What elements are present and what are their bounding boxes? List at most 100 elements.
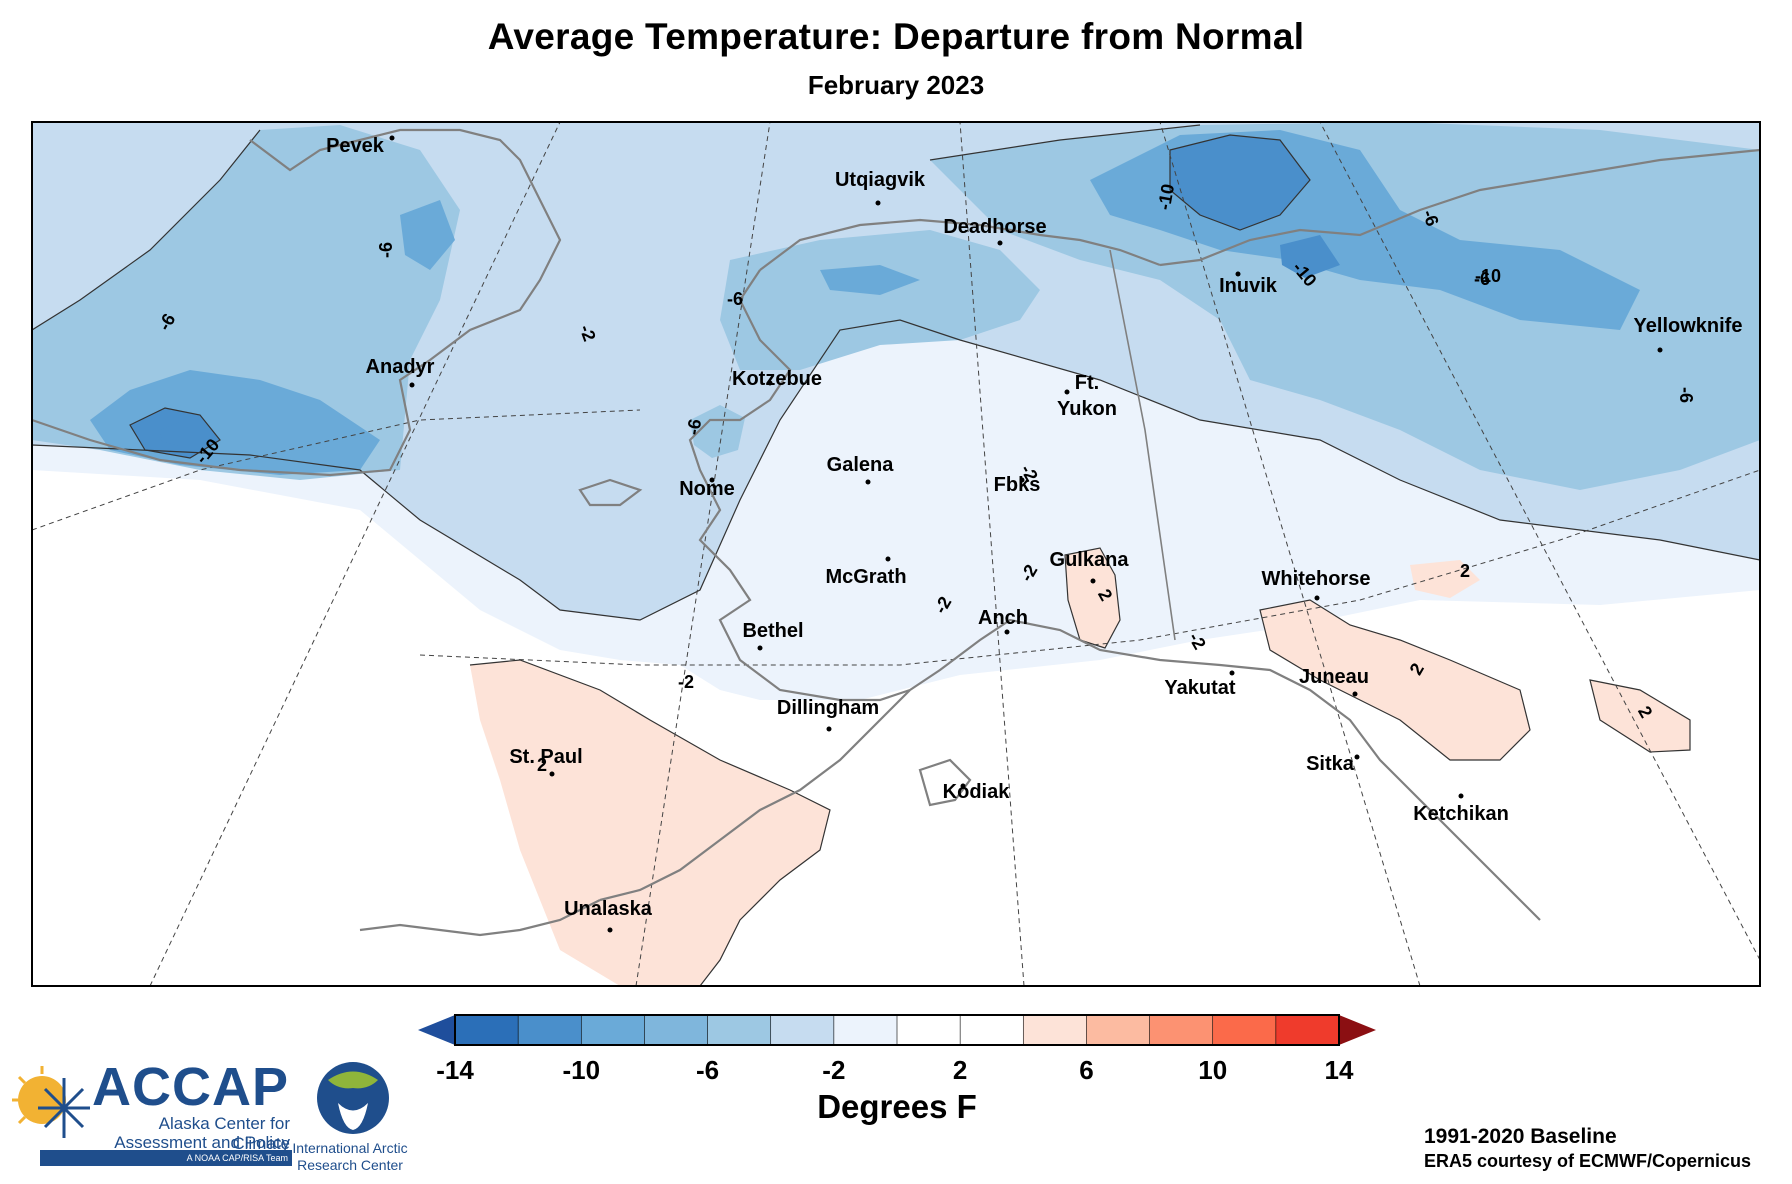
city-dot [826, 726, 832, 732]
colorbar-swatch [1022, 1014, 1088, 1046]
colorbar-swatch [1149, 1014, 1214, 1046]
city-label: St. Paul [509, 746, 582, 768]
city-label: Juneau [1299, 666, 1369, 688]
city-label: Yakutat [1164, 677, 1235, 699]
coastline-alaska-south [909, 618, 1541, 921]
accap-line1: Alaska Center for Climate [158, 1114, 290, 1153]
graticule [32, 122, 1760, 986]
city-dot [875, 200, 881, 206]
colorbar-swatch [1212, 1014, 1277, 1046]
colorbar-swatch [707, 1014, 772, 1046]
city-label: Yukon [1057, 398, 1117, 420]
iarc-line2: Research Center [297, 1157, 403, 1173]
city-dot [1354, 754, 1360, 760]
graticule-line [419, 469, 1760, 666]
anomaly-band--10-west2 [160, 422, 192, 446]
coastlines [32, 128, 1760, 937]
graticule-line [635, 122, 771, 986]
city-dot [1657, 347, 1663, 353]
contour-line [1259, 599, 1531, 761]
contour-line [1169, 134, 1311, 231]
city-label: Bethel [742, 620, 803, 642]
city-label: Inuvik [1219, 275, 1278, 297]
graticule-line [32, 409, 641, 531]
city-label: Deadhorse [943, 216, 1046, 238]
contour-label: -6 [1419, 207, 1443, 229]
colorbar-tick: 10 [1198, 1055, 1227, 1085]
contour-label: -2 [678, 672, 694, 692]
city-label: Unalaska [564, 898, 653, 920]
graticule-line [149, 122, 561, 986]
anomaly-band-2-whitehorse [1410, 560, 1480, 598]
city-label: Sitka [1306, 753, 1355, 775]
contour-lines [32, 124, 1760, 986]
city-dot [1229, 670, 1235, 676]
colorbar-swatch [1275, 1014, 1340, 1046]
border-alaska-canada [1109, 249, 1176, 641]
anomaly-band--10-east [1170, 135, 1310, 230]
anomaly-band-2-gulkana [1065, 548, 1120, 648]
city-labels: Pevek Anadyr Utqiagvik Deadhorse Inuvik Yello… [326, 135, 1742, 933]
city-label: Gulkana [1050, 549, 1130, 571]
city-dot [885, 556, 891, 562]
colorbar-tick: 2 [953, 1055, 967, 1085]
city-dot [1090, 578, 1096, 584]
city-dot [1019, 477, 1025, 483]
city-dot [709, 477, 715, 483]
colorbar-high-arrow [1339, 1015, 1376, 1045]
city-dot [767, 380, 773, 386]
contour-label: -10 [1475, 266, 1501, 286]
contour-label: -6 [1676, 387, 1696, 403]
baseline-note: 1991-2020 Baseline [1424, 1125, 1617, 1148]
contour-line [1064, 547, 1121, 649]
city-label: Anch [978, 607, 1028, 629]
city-dot [1004, 629, 1010, 635]
colorbar-swatch [454, 1014, 519, 1046]
graticule-line [1319, 122, 1760, 961]
map-subtitle: February 2023 [807, 70, 985, 100]
anomaly-band--10-east2 [1280, 235, 1340, 278]
city-dot [1314, 595, 1320, 601]
city-dot [1352, 691, 1358, 697]
contour-line [929, 124, 1201, 161]
city-label: Fbks [994, 474, 1041, 496]
colorbar-tick: -10 [562, 1055, 600, 1085]
coastline-st-lawrence [578, 478, 643, 507]
city-label: Kodiak [943, 781, 1011, 803]
anomaly-band--8-chukotka [400, 200, 455, 270]
city-label: Whitehorse [1262, 568, 1371, 590]
city-dot [865, 479, 871, 485]
colorbar-swatch [896, 1014, 961, 1046]
contour-label: -6 [727, 289, 743, 309]
map-frame [31, 121, 1761, 987]
contour-label: -6 [683, 417, 705, 436]
anomaly-band--8-north [820, 265, 920, 295]
city-dot [997, 240, 1003, 246]
colorbar-swatch [770, 1014, 835, 1046]
city-label: Dillingham [777, 697, 879, 719]
city-dot [1235, 271, 1241, 277]
coastline-alaska-west [688, 269, 911, 702]
colorbar-low-arrow [418, 1015, 455, 1045]
contour-line [1589, 679, 1691, 753]
anomaly-band--6-nome [690, 405, 745, 458]
contour-label: -10 [1154, 182, 1178, 211]
iarc-line1: International Arctic [292, 1140, 408, 1156]
city-dot [1458, 793, 1464, 799]
city-label: Yellowknife [1634, 315, 1743, 337]
contour-line [32, 319, 1760, 621]
contour-label: -6 [376, 242, 396, 258]
city-dot [757, 645, 763, 651]
anomaly-band-2-bering [470, 660, 830, 986]
contour-label: 2 [537, 755, 547, 775]
city-dot [960, 783, 966, 789]
city-dot [1064, 389, 1070, 395]
temperature-field [32, 122, 1760, 986]
contour-line [32, 129, 261, 331]
contour-line [469, 659, 831, 986]
accap-line2: Assessment and Policy [114, 1133, 290, 1152]
contour-label: -6 [1474, 269, 1490, 289]
coastline-chukotka [32, 128, 562, 477]
city-label: Anadyr [366, 356, 435, 378]
city-dot [389, 135, 395, 141]
